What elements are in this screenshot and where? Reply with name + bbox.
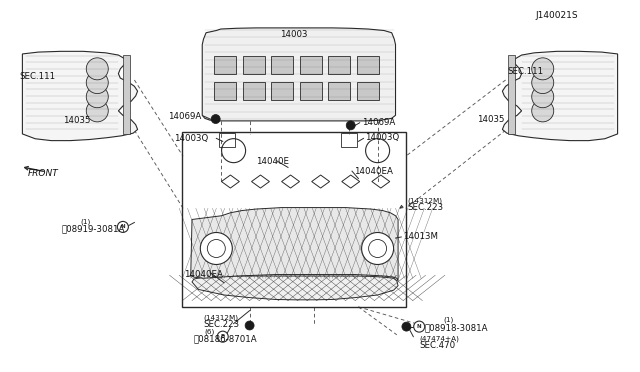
Circle shape	[532, 71, 554, 94]
Text: 14040EA: 14040EA	[354, 167, 393, 176]
Text: N: N	[417, 324, 422, 329]
Circle shape	[402, 322, 411, 331]
Bar	[243, 56, 265, 74]
Circle shape	[86, 58, 108, 80]
Circle shape	[532, 58, 554, 80]
Circle shape	[532, 100, 554, 122]
Text: 14069A: 14069A	[362, 118, 395, 127]
Text: 14013M: 14013M	[403, 232, 438, 241]
Bar	[214, 56, 236, 74]
Text: (14312M): (14312M)	[204, 314, 239, 321]
Polygon shape	[191, 208, 398, 281]
Text: 14035: 14035	[63, 116, 90, 125]
Text: (14312M): (14312M)	[408, 197, 443, 204]
Circle shape	[217, 331, 228, 342]
Text: SEC.111: SEC.111	[19, 72, 55, 81]
Text: SEC.223: SEC.223	[204, 320, 239, 329]
Text: N: N	[120, 224, 125, 230]
Text: Ⓚ08918-3081A: Ⓚ08918-3081A	[424, 323, 488, 332]
Text: (6): (6)	[205, 329, 215, 336]
Text: FRONT: FRONT	[28, 169, 59, 178]
Circle shape	[346, 121, 355, 130]
Circle shape	[413, 321, 425, 332]
Circle shape	[245, 321, 254, 330]
Text: 14040E: 14040E	[256, 157, 289, 166]
Bar	[328, 82, 350, 100]
Polygon shape	[22, 51, 138, 141]
Circle shape	[86, 100, 108, 122]
Text: Ⓐ08186-8701A: Ⓐ08186-8701A	[193, 335, 257, 344]
Bar	[300, 56, 322, 74]
Text: 14069A: 14069A	[168, 112, 201, 121]
Circle shape	[86, 71, 108, 94]
Bar	[357, 56, 379, 74]
Circle shape	[211, 115, 220, 124]
Polygon shape	[202, 28, 396, 121]
Circle shape	[200, 232, 232, 264]
Text: SEC.223: SEC.223	[408, 203, 444, 212]
Polygon shape	[192, 276, 398, 300]
Circle shape	[362, 232, 394, 264]
Bar	[219, 133, 236, 147]
Circle shape	[86, 86, 108, 108]
Text: (47474+A): (47474+A)	[419, 335, 459, 342]
Bar	[508, 55, 515, 134]
Bar	[182, 132, 406, 307]
Text: J140021S: J140021S	[536, 11, 579, 20]
Bar	[357, 82, 379, 100]
Text: 14003Q: 14003Q	[365, 133, 399, 142]
Text: 14003: 14003	[280, 30, 307, 39]
Polygon shape	[502, 51, 618, 141]
Text: SEC.111: SEC.111	[508, 67, 543, 76]
Circle shape	[532, 86, 554, 108]
Bar	[271, 82, 293, 100]
Bar	[214, 82, 236, 100]
Text: SEC.470: SEC.470	[419, 341, 455, 350]
Text: 14003Q: 14003Q	[174, 134, 209, 143]
Text: Ⓚ08919-3081A: Ⓚ08919-3081A	[62, 224, 125, 233]
Text: B: B	[221, 334, 225, 339]
Bar	[271, 56, 293, 74]
Circle shape	[117, 221, 129, 232]
Bar	[341, 133, 357, 147]
Text: 14040EA: 14040EA	[184, 270, 223, 279]
Text: (1): (1)	[444, 317, 454, 323]
Text: (1): (1)	[80, 218, 90, 225]
Bar	[123, 55, 130, 134]
Bar	[243, 82, 265, 100]
Bar	[300, 82, 322, 100]
Bar	[328, 56, 350, 74]
Text: 14035: 14035	[477, 115, 504, 124]
